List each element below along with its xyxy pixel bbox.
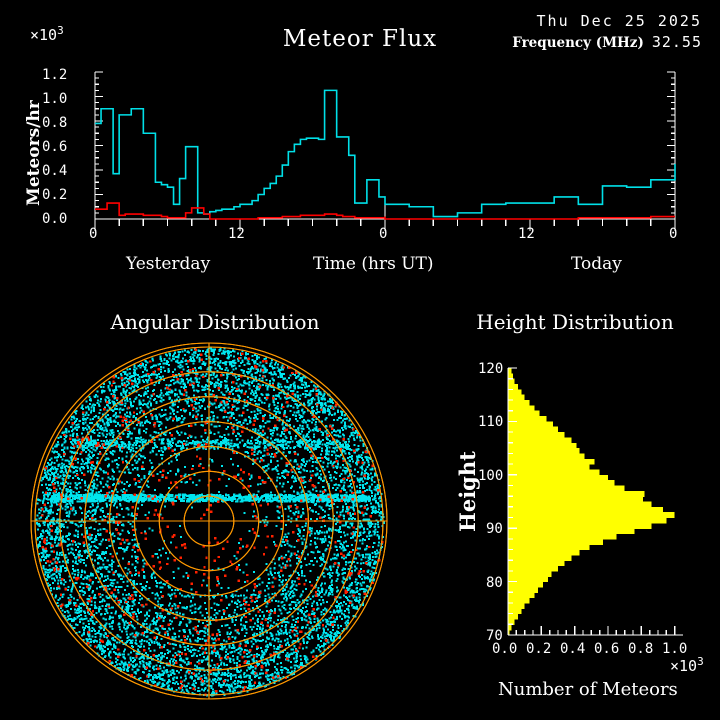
frequency-label: Frequency (MHz) — [512, 35, 644, 51]
height-x-tick-0.6: 0.6 — [594, 641, 620, 657]
height-x-exponent: ×103 — [670, 655, 704, 675]
height-x-tick-0.0: 0.0 — [492, 641, 518, 657]
flux-y-tick-0.6: 0.6 — [42, 139, 68, 155]
flux-y-exponent-base: ×10 — [30, 26, 58, 44]
height-x-axis-label: Number of Meteors — [498, 679, 678, 700]
height-y-tick-120: 120 — [478, 361, 504, 377]
height-distribution-chart: Height Distribution Height 120 110 100 9… — [430, 300, 720, 720]
height-x-exponent-base: ×10 — [670, 657, 698, 675]
flux-plot-area — [94, 71, 676, 231]
height-x-ticks — [507, 626, 676, 635]
height-plot-area — [507, 367, 683, 636]
flux-y-tick-1.2: 1.2 — [42, 67, 68, 83]
flux-x-axis-label: Time (hrs UT) — [313, 254, 434, 274]
height-y-tick-110: 110 — [478, 414, 504, 430]
flux-x-ticks — [94, 219, 676, 231]
flux-y-tick-0.0: 0.0 — [42, 211, 68, 227]
flux-x-tick-0-left: 0 — [89, 226, 98, 242]
flux-series-all-meteors — [95, 89, 676, 218]
height-x-tick-0.8: 0.8 — [628, 641, 654, 657]
flux-x-tick-12-left: 12 — [228, 226, 245, 242]
polar-points-overdense-meteors — [41, 348, 384, 696]
flux-x-label-today: Today — [571, 254, 622, 274]
observation-date: Thu Dec 25 2025 — [536, 12, 702, 30]
height-x-tick-0.4: 0.4 — [560, 641, 586, 657]
flux-y-tick-0.2: 0.2 — [42, 187, 68, 203]
flux-x-tick-12-right: 12 — [518, 226, 535, 242]
meteor-flux-chart: ×103 Meteors/hr 1.2 1.0 0.8 0.6 0.4 0.2 … — [0, 0, 720, 290]
flux-y-exponent-power: 3 — [57, 24, 64, 37]
angular-distribution-chart: Angular Distribution — [0, 300, 430, 720]
flux-y-minor-ticks-left — [95, 71, 103, 220]
frequency-value: 32.55 — [651, 33, 702, 51]
polar-grid-overlay — [30, 342, 388, 700]
page-title: Meteor Flux — [282, 26, 438, 52]
flux-y-tick-1.0: 1.0 — [42, 91, 68, 107]
flux-series-overdense-meteors — [95, 202, 675, 220]
flux-y-minor-ticks-right — [667, 71, 675, 220]
angular-distribution-title: Angular Distribution — [110, 310, 320, 334]
flux-x-label-yesterday: Yesterday — [126, 254, 211, 274]
height-x-tick-0.2: 0.2 — [526, 641, 552, 657]
height-histogram-bars — [508, 368, 675, 636]
flux-x-tick-0-right: 0 — [669, 226, 678, 242]
height-y-tick-70: 70 — [486, 628, 503, 644]
flux-y-tick-0.4: 0.4 — [42, 163, 68, 179]
height-y-tick-100: 100 — [478, 468, 504, 484]
height-x-exponent-power: 3 — [697, 655, 704, 668]
angular-plot-area — [30, 342, 388, 700]
height-y-tick-90: 90 — [486, 521, 503, 537]
frequency-readout: Frequency (MHz) 32.55 — [512, 33, 702, 51]
height-distribution-title: Height Distribution — [476, 310, 674, 334]
height-y-tick-80: 80 — [486, 575, 503, 591]
flux-y-exponent: ×103 — [30, 24, 64, 44]
height-axes — [507, 368, 683, 636]
height-x-tick-1.0: 1.0 — [662, 641, 688, 657]
flux-y-tick-0.8: 0.8 — [42, 115, 68, 131]
flux-x-tick-0-mid: 0 — [379, 226, 388, 242]
height-y-ticks — [508, 367, 517, 636]
